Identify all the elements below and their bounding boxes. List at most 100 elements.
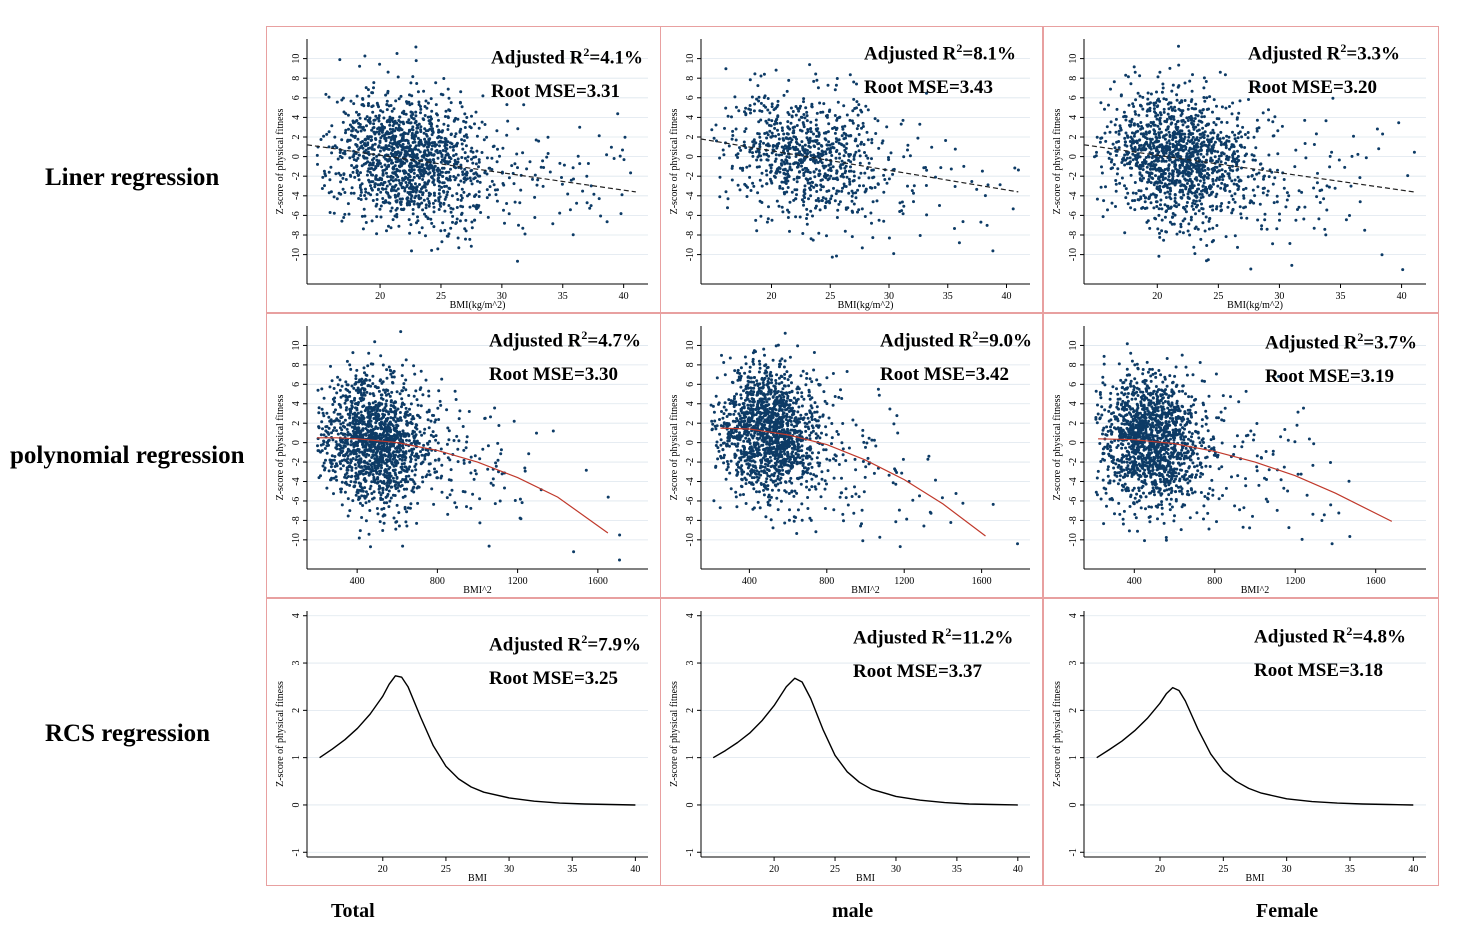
scatter-point: [462, 119, 466, 123]
scatter-point: [442, 190, 446, 194]
scatter-point: [373, 340, 377, 344]
scatter-point: [372, 168, 376, 172]
scatter-point: [844, 146, 848, 150]
scatter-point: [336, 375, 340, 379]
scatter-point: [503, 221, 506, 225]
scatter-point: [756, 191, 760, 195]
scatter-point: [321, 442, 325, 446]
scatter-point: [441, 175, 445, 178]
scatter-point: [755, 158, 759, 162]
scatter-point: [823, 204, 827, 208]
scatter-point: [551, 429, 555, 433]
scatter-point: [372, 122, 376, 126]
scatter-point: [348, 464, 352, 468]
scatter-point: [721, 148, 725, 152]
scatter-point: [401, 544, 405, 548]
scatter-point: [337, 191, 341, 195]
scatter-point: [455, 217, 459, 221]
scatter-point: [1231, 101, 1235, 105]
scatter-point: [1256, 218, 1260, 222]
scatter-point: [1131, 158, 1135, 162]
scatter-point: [738, 166, 742, 170]
scatter-point: [1179, 147, 1183, 151]
scatter-point: [1302, 217, 1306, 221]
scatter-point: [816, 197, 820, 200]
scatter-point: [845, 175, 849, 179]
scatter-point: [1134, 98, 1138, 102]
y-tick-label: 4: [685, 115, 696, 120]
scatter-point: [389, 117, 393, 121]
scatter-point: [403, 505, 407, 509]
scatter-point: [1108, 130, 1112, 134]
scatter-point: [1226, 205, 1230, 209]
scatter-point: [1170, 89, 1174, 93]
scatter-point: [427, 191, 431, 195]
scatter-point: [1185, 142, 1189, 145]
scatter-point: [844, 136, 847, 140]
scatter-point: [427, 119, 431, 123]
scatter-point: [1134, 112, 1138, 116]
scatter-point: [1126, 75, 1130, 79]
scatter-point: [1129, 206, 1133, 210]
scatter-point: [980, 169, 984, 173]
scatter-point: [1113, 146, 1117, 150]
scatter-point: [449, 478, 453, 482]
scatter-point: [812, 153, 816, 157]
scatter-point: [485, 135, 489, 139]
scatter-point: [1111, 166, 1114, 170]
scatter-point: [1358, 176, 1362, 180]
scatter-point: [786, 120, 790, 124]
scatter-point: [752, 138, 756, 142]
scatter-point: [1203, 164, 1207, 168]
scatter-point: [427, 139, 431, 143]
scatter-point: [357, 148, 361, 151]
scatter-point: [1138, 167, 1142, 171]
scatter-point: [348, 173, 352, 177]
scatter-point: [1156, 227, 1160, 231]
scatter-point: [339, 431, 343, 435]
scatter-point: [328, 178, 332, 182]
scatter-point: [1236, 167, 1240, 171]
scatter-point: [1252, 177, 1256, 181]
scatter-point: [400, 128, 404, 132]
scatter-point: [1178, 166, 1182, 170]
scatter-point: [352, 102, 356, 106]
scatter-point: [1124, 73, 1128, 77]
scatter-point: [830, 154, 834, 157]
scatter-point: [385, 376, 389, 380]
scatter-point: [378, 149, 382, 153]
scatter-point: [1013, 166, 1017, 170]
scatter-point: [1179, 222, 1183, 226]
scatter-point: [1198, 164, 1201, 168]
scatter-point: [1185, 182, 1189, 185]
scatter-point: [535, 183, 539, 187]
scatter-point: [1224, 161, 1228, 165]
scatter-point: [1130, 117, 1134, 121]
scatter-point: [395, 503, 399, 507]
scatter-point: [800, 140, 804, 144]
scatter-point: [448, 493, 452, 497]
scatter-point: [386, 492, 390, 496]
scatter-point: [814, 158, 818, 162]
scatter-point: [1179, 114, 1183, 117]
scatter-point: [443, 137, 447, 140]
scatter-point: [1197, 168, 1201, 172]
row-label-rcs: RCS regression: [45, 720, 211, 747]
scatter-point: [412, 137, 416, 141]
scatter-point: [1103, 131, 1107, 135]
scatter-point: [438, 139, 442, 143]
x-tick-label: 25: [825, 291, 835, 302]
scatter-point: [1304, 156, 1308, 160]
scatter-point: [459, 90, 463, 94]
scatter-point: [363, 422, 367, 426]
scatter-point: [1129, 135, 1133, 139]
x-tick-label: 400: [350, 576, 365, 587]
y-tick-label: -4: [291, 192, 302, 200]
scatter-point: [1142, 194, 1146, 197]
scatter-point: [487, 544, 491, 548]
scatter-point: [854, 137, 858, 141]
scatter-point: [1211, 136, 1215, 140]
scatter-point: [856, 113, 860, 117]
scatter-point: [344, 408, 348, 412]
scatter-point: [1148, 130, 1152, 134]
